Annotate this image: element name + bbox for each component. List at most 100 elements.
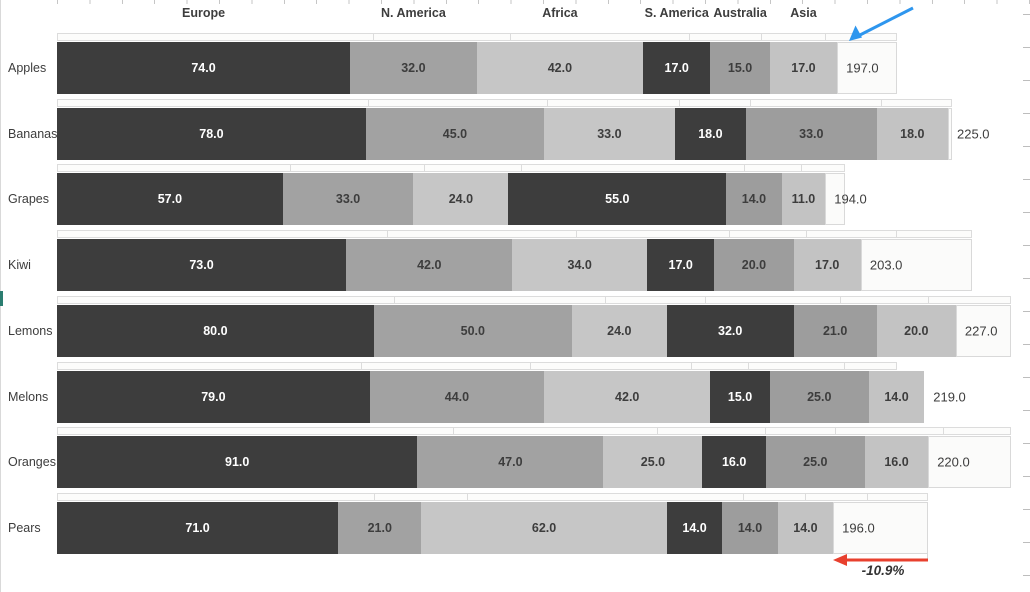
comparison-band-notch [289, 165, 291, 172]
bar-segment[interactable]: 17.0 [643, 42, 711, 94]
total-value-label: 225.0 [957, 126, 990, 142]
comparison-band [57, 295, 1012, 304]
bar-segment[interactable]: 11.0 [781, 173, 826, 226]
comparison-band-notch [761, 34, 763, 40]
comparison-band-notch [839, 296, 841, 303]
bar-segment[interactable]: 32.0 [666, 304, 794, 357]
comparison-band-notch [843, 362, 845, 369]
bar-segment[interactable]: 14.0 [868, 370, 925, 423]
comparison-band-notch [801, 165, 803, 172]
bar-segment[interactable]: 17.0 [647, 239, 715, 292]
bar-segment[interactable]: 44.0 [369, 370, 545, 423]
stacked-bar: 74.0 32.0 42.0 17.0 15.0 17.0 [57, 42, 838, 94]
bar-segment[interactable]: 42.0 [544, 370, 711, 423]
bar-segment[interactable]: 24.0 [413, 173, 509, 226]
comparison-ghost-box [833, 501, 929, 554]
segment-value-label: 25.0 [807, 389, 832, 404]
comparison-band-notch [834, 428, 836, 435]
segment-value-label: 17.0 [668, 258, 693, 273]
top-axis-ticks [57, 0, 1030, 4]
bar-segment[interactable]: 42.0 [476, 42, 644, 94]
bar-segment[interactable]: 16.0 [702, 436, 766, 489]
bar-segment[interactable]: 24.0 [571, 304, 667, 357]
bar-segment[interactable]: 20.0 [714, 239, 794, 292]
bar-segment[interactable]: 78.0 [57, 107, 366, 160]
bar-segment[interactable]: 16.0 [864, 436, 929, 489]
bar-row: 73.0 42.0 34.0 17.0 20.0 17.0 203.0 [57, 230, 1030, 296]
bar-segment[interactable]: 33.0 [282, 173, 414, 226]
comparison-band-notch [825, 34, 827, 40]
bar-segment[interactable]: 32.0 [350, 42, 477, 94]
segment-value-label: 14.0 [793, 520, 818, 535]
bar-segment[interactable]: 57.0 [57, 173, 283, 226]
bar-segment[interactable]: 34.0 [512, 239, 648, 292]
segment-value-label: 16.0 [721, 455, 747, 470]
bar-segment[interactable]: 14.0 [777, 501, 834, 554]
segment-value-label: 18.0 [698, 126, 723, 141]
segment-value-label: 14.0 [741, 192, 767, 207]
bar-segment[interactable]: 17.0 [769, 42, 838, 94]
comparison-band-notch [866, 493, 868, 500]
bar-row: 74.0 32.0 42.0 17.0 15.0 17.0 197.0 [57, 33, 1030, 99]
segment-value-label: 33.0 [335, 192, 361, 207]
bar-segment[interactable]: 18.0 [674, 107, 746, 160]
bar-segment[interactable]: 33.0 [746, 107, 877, 160]
bar-row: 80.0 50.0 24.0 32.0 21.0 20.0 227.0 [57, 295, 1030, 362]
bar-segment[interactable]: 79.0 [57, 370, 370, 423]
comparison-band-notch [690, 362, 692, 369]
category-label: Apples [8, 61, 47, 75]
bar-segment[interactable]: 50.0 [373, 304, 572, 357]
total-value-label: 219.0 [933, 389, 966, 404]
bar-segment[interactable]: 47.0 [417, 436, 604, 489]
comparison-band-notch [368, 99, 370, 106]
comparison-band-notch [744, 165, 746, 172]
blue-arrow-line [857, 6, 914, 38]
bar-segment[interactable]: 25.0 [769, 370, 869, 423]
bar-segment[interactable]: 14.0 [666, 501, 723, 554]
comparison-band-notch [896, 231, 898, 238]
delta-percentage-label: -10.9% [861, 563, 905, 578]
segment-value-label: 24.0 [607, 323, 632, 338]
segment-value-label: 11.0 [791, 192, 816, 207]
bar-segment[interactable]: 55.0 [508, 173, 727, 226]
comparison-ghost-box [860, 239, 972, 292]
stacked-bar: 71.0 21.0 62.0 14.0 14.0 14.0 [57, 501, 834, 554]
bar-segment[interactable]: 45.0 [365, 107, 545, 160]
bar-segment[interactable]: 17.0 [793, 239, 861, 292]
bar-segment[interactable]: 14.0 [722, 501, 778, 554]
bar-segment[interactable]: 73.0 [57, 239, 347, 292]
bar-row: 79.0 44.0 42.0 15.0 25.0 14.0 219.0 [57, 361, 1030, 428]
segment-value-label: 17.0 [664, 61, 689, 75]
bar-segment[interactable]: 42.0 [346, 239, 513, 292]
bar-segment[interactable]: 14.0 [726, 173, 782, 226]
bar-segment[interactable]: 21.0 [793, 304, 877, 357]
comparison-band-notch [509, 34, 511, 40]
bar-row: 71.0 21.0 62.0 14.0 14.0 14.0 196.0 [57, 492, 1030, 559]
bar-segment[interactable]: 62.0 [421, 501, 667, 554]
bar-segment[interactable]: 74.0 [57, 42, 351, 94]
bar-segment[interactable]: 15.0 [710, 42, 770, 94]
bar-segment[interactable]: 80.0 [57, 304, 374, 357]
segment-value-label: 91.0 [225, 455, 250, 470]
comparison-band-notch [656, 428, 658, 435]
stacked-bar: 80.0 50.0 24.0 32.0 21.0 20.0 [57, 304, 956, 357]
segment-value-label: 42.0 [615, 389, 640, 404]
comparison-band-notch [804, 493, 806, 500]
bar-segment[interactable]: 91.0 [57, 436, 418, 489]
bar-segment[interactable]: 21.0 [338, 501, 422, 554]
comparison-band [57, 492, 929, 501]
column-header: S. America [644, 6, 709, 20]
bar-segment[interactable]: 25.0 [765, 436, 865, 489]
segment-value-label: 14.0 [884, 389, 909, 404]
bar-segment[interactable]: 20.0 [876, 304, 956, 357]
bar-segment[interactable]: 71.0 [57, 501, 339, 554]
bar-segment[interactable]: 25.0 [603, 436, 703, 489]
stacked-bar: 79.0 44.0 42.0 15.0 25.0 14.0 [57, 370, 925, 423]
segment-value-label: 73.0 [189, 258, 214, 273]
bar-segment[interactable]: 15.0 [710, 370, 770, 423]
bar-segment[interactable]: 18.0 [876, 107, 948, 160]
comparison-band-notch [452, 428, 454, 435]
comparison-band-notch [394, 296, 396, 303]
comparison-band-notch [765, 428, 767, 435]
bar-segment[interactable]: 33.0 [544, 107, 675, 160]
